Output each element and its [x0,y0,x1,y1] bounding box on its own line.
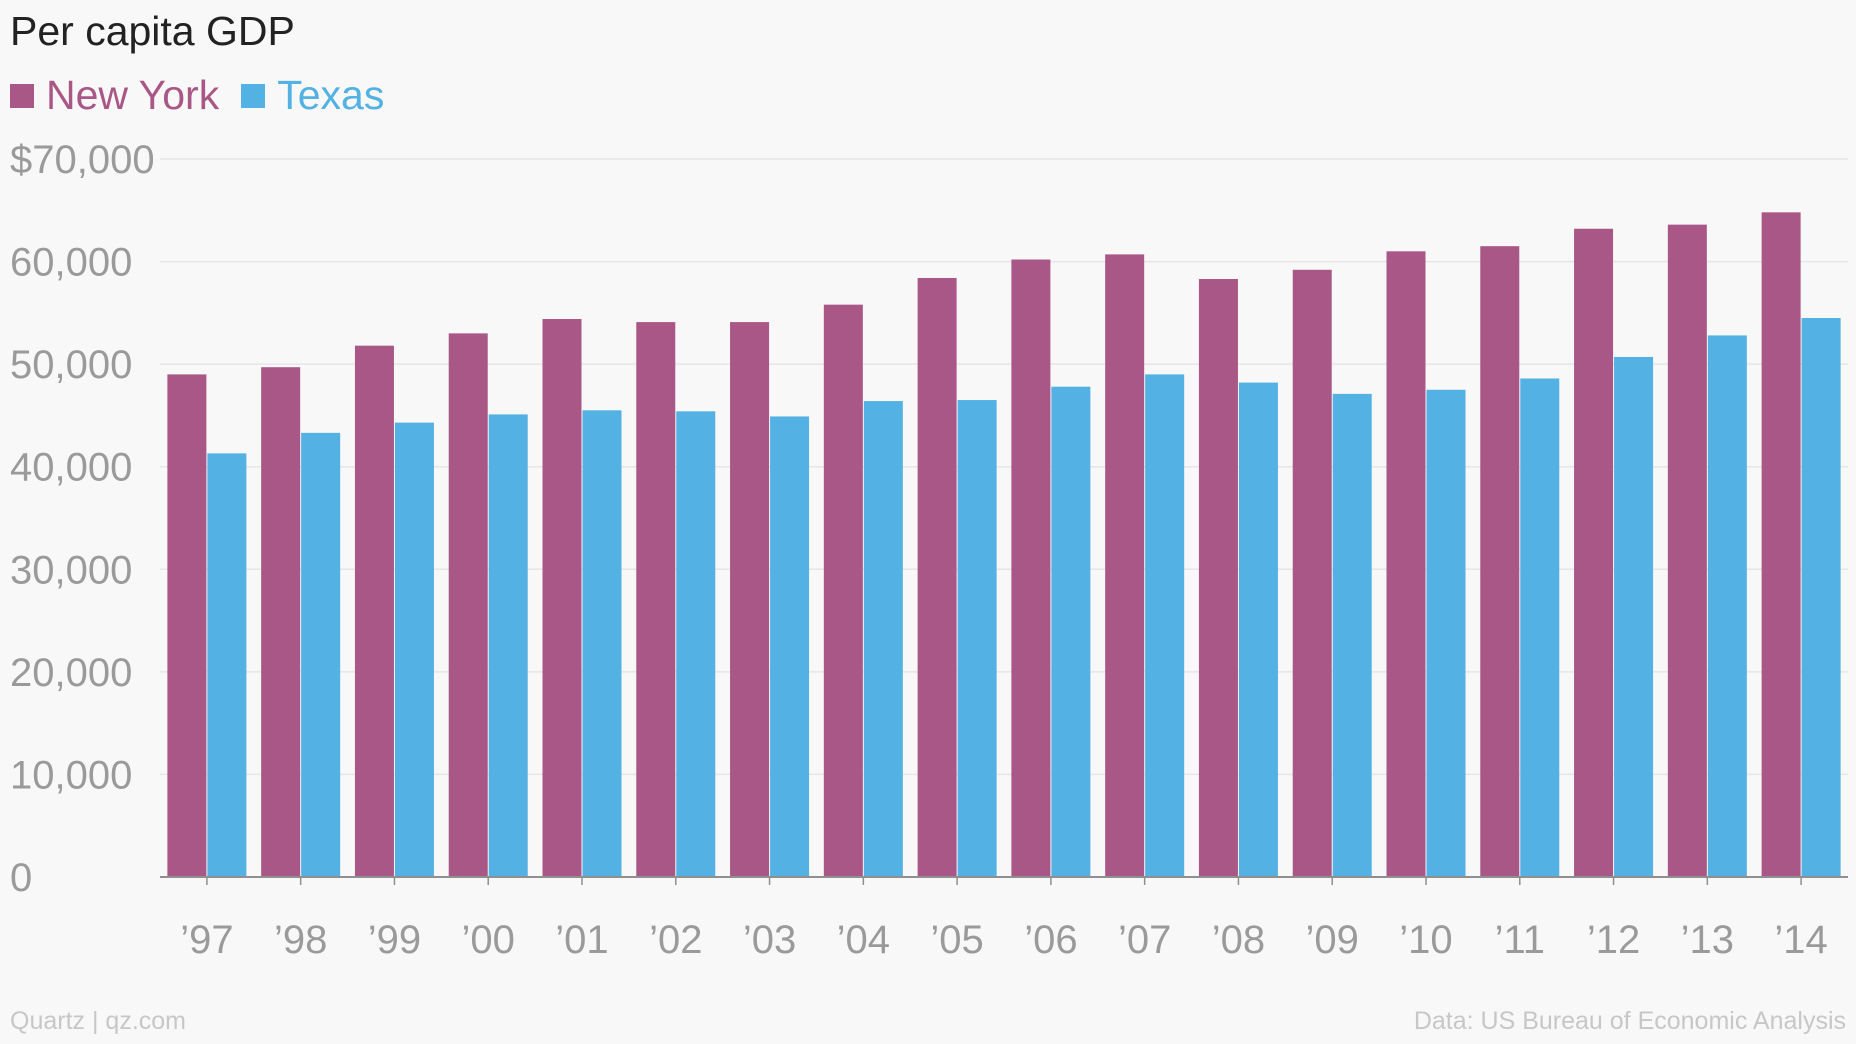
bar-texas [957,400,997,877]
bar-texas [488,414,528,877]
y-tick-label: 60,000 [10,241,132,285]
x-tick-label: ’01 [555,918,608,962]
bar-new-york [730,322,770,877]
bar-texas [1332,393,1372,877]
x-tick-label: ’97 [180,918,233,962]
x-tick-label: ’13 [1681,918,1734,962]
bar-texas [301,432,341,877]
x-tick-label: ’08 [1212,918,1265,962]
bar-texas [1614,356,1654,877]
legend-label-texas: Texas [277,72,385,118]
bar-new-york [261,367,301,877]
bar-new-york [1198,279,1238,878]
bar-new-york [1761,212,1801,877]
legend-item-texas: Texas [241,72,384,119]
bar-texas [1520,378,1560,877]
bar-new-york [1105,254,1145,878]
bar-new-york [1480,246,1520,877]
bar-new-york [1386,251,1426,878]
legend-swatch-texas [241,83,266,108]
y-axis-ticks: 0 10,000 20,000 30,000 40,000 50,000 60,000 $70… [10,138,155,900]
bar-new-york [167,374,207,877]
bar-texas [1238,382,1278,877]
bar-texas [582,410,622,877]
bar-texas [207,453,247,877]
bar-new-york [917,277,957,877]
x-tick-label: ’06 [1024,918,1077,962]
footer-source: Data: US Bureau of Economic Analysis [1413,1007,1846,1035]
legend-swatch-new-york [10,83,34,108]
y-tick-label: 10,000 [10,753,132,797]
bar-new-york [1011,259,1051,877]
bar-new-york [1292,269,1332,878]
y-tick-label: 40,000 [10,446,132,490]
gridlines [160,158,1848,776]
x-tick-label: ’04 [837,918,890,962]
x-tick-label: ’99 [368,918,421,962]
legend-label-new-york: New York [46,72,220,118]
bar-new-york [448,333,488,877]
x-tick-label: ’02 [649,918,702,962]
y-tick-label: $70,000 [10,138,155,182]
bar-texas [394,422,434,877]
y-tick-label: 20,000 [10,651,132,695]
bar-new-york [542,319,582,877]
x-tick-label: ’98 [274,918,327,962]
x-tick-label: ’03 [743,918,796,962]
y-tick-label: 30,000 [10,548,132,592]
x-tick-label: ’12 [1587,918,1640,962]
bar-texas [1145,374,1185,877]
legend-item-new-york: New York [10,72,219,119]
x-tick-label: ’10 [1399,918,1452,962]
x-tick-label: ’11 [1495,918,1545,962]
x-tick-label: ’14 [1774,918,1827,962]
bar-texas [1426,389,1466,877]
x-axis-ticks: ’97 ’98 ’99 ’00 ’01 ’02 ’03 ’04 ’05 ’06 ’07 ’08 ’09 ’… [180,877,1828,962]
chart-title: Per capita GDP [10,8,295,54]
x-tick-label: ’05 [930,918,983,962]
bar-new-york [823,304,863,877]
bar-texas [1051,386,1091,877]
bar-texas [1707,335,1747,877]
bar-texas [1801,317,1841,877]
bar-new-york [636,322,676,877]
legend: New York Texas [10,72,384,119]
y-tick-label: 0 [10,856,32,900]
x-tick-label: ’00 [462,918,515,962]
bar-new-york [354,345,394,877]
bar-texas [863,401,903,877]
bars [167,212,1841,878]
bar-texas [770,416,810,877]
x-tick-label: ’09 [1306,918,1359,962]
x-tick-label: ’07 [1118,918,1171,962]
bar-new-york [1667,224,1707,877]
bar-new-york [1574,228,1614,878]
y-tick-label: 50,000 [10,343,132,387]
footer-credit: Quartz | qz.com [10,1007,186,1035]
bar-texas [676,411,716,877]
